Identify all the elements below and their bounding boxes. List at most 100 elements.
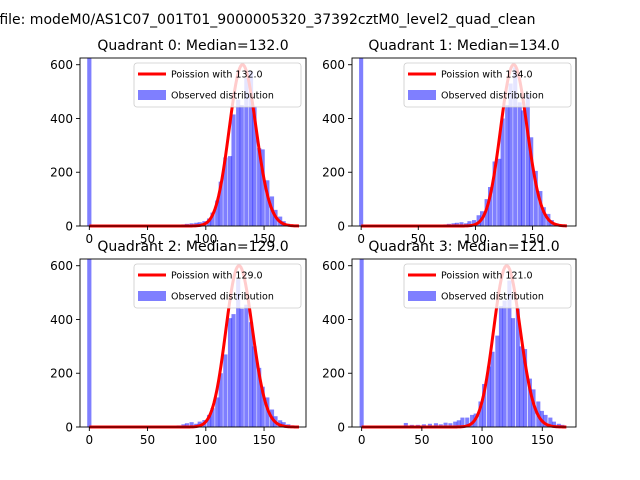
observed-bar <box>529 137 534 226</box>
y-tick-label: 400 <box>322 112 345 126</box>
y-tick-label: 600 <box>50 259 73 273</box>
observed-bar <box>443 422 448 427</box>
axes-frame <box>79 258 307 428</box>
observed-bar <box>218 373 223 427</box>
legend-observed-label: Observed distribution <box>441 91 544 102</box>
x-tick-label: 100 <box>194 232 217 246</box>
observed-bar <box>210 212 215 226</box>
observed-bar <box>257 148 262 226</box>
subplot-title: Quadrant 2: Median=129.0 <box>97 239 288 255</box>
legend-poisson-label: Poission with 129.0 <box>171 271 263 282</box>
observed-bar <box>433 423 438 427</box>
observed-bar <box>239 308 244 427</box>
x-tick-label: 50 <box>140 232 155 246</box>
observed-bar <box>507 280 512 427</box>
legend-poisson-label: Poission with 132.0 <box>171 70 263 81</box>
observed-bar <box>236 99 241 226</box>
observed-bar <box>260 386 265 427</box>
observed-bar <box>427 423 432 427</box>
observed-bar <box>482 383 487 427</box>
observed-bar <box>210 408 215 427</box>
observed-bar <box>244 304 249 427</box>
observed-bar <box>252 106 257 226</box>
subplot-title: Quadrant 0: Median=132.0 <box>97 38 288 54</box>
observed-bar <box>521 110 526 226</box>
subplot-quadrant-2: 0 50 100 150 0 200 400 600 Quadrant 2: Median=12… <box>50 239 307 447</box>
observed-bar <box>265 180 270 226</box>
y-tick-label: 400 <box>50 313 73 327</box>
y-tick-label: 0 <box>337 220 345 234</box>
observed-bar <box>184 423 190 427</box>
observed-bar <box>189 422 194 427</box>
observed-bar <box>517 102 522 226</box>
observed-bar <box>252 346 257 427</box>
observed-bar <box>248 322 254 427</box>
legend-observed-label: Observed distribution <box>441 292 544 303</box>
legend-box <box>133 62 302 108</box>
observed-bar <box>470 414 475 427</box>
observed-bar <box>495 335 500 427</box>
observed-bar <box>523 349 528 427</box>
observed-bar <box>488 187 493 226</box>
observed-bar <box>244 78 249 226</box>
observed-bar <box>223 354 228 427</box>
axes-frame <box>351 258 577 428</box>
observed-bar <box>541 207 546 226</box>
y-tick-label: 200 <box>50 367 73 381</box>
y-tick-label: 200 <box>322 166 345 180</box>
legend-observed-swatch <box>138 291 166 301</box>
observed-bar <box>497 158 502 226</box>
x-tick-label: 0 <box>85 433 93 447</box>
observed-bar <box>460 417 465 427</box>
observed-bar <box>492 161 497 226</box>
observed-bar <box>448 423 453 427</box>
observed-bar <box>248 71 254 226</box>
observed-bar <box>533 170 538 226</box>
observed-bar <box>227 156 233 226</box>
y-tick-label: 200 <box>322 367 345 381</box>
observed-bar <box>505 105 510 226</box>
x-tick-label: 50 <box>140 433 155 447</box>
observed-bar <box>403 422 408 427</box>
observed-bar <box>206 414 212 427</box>
y-tick-label: 400 <box>322 313 345 327</box>
x-tick-label: 100 <box>471 433 494 447</box>
x-tick-label: 100 <box>194 433 217 447</box>
x-tick-label: 150 <box>253 433 276 447</box>
observed-bar <box>508 83 513 226</box>
observed-bar <box>515 308 520 427</box>
legend-observed-label: Observed distribution <box>171 292 274 303</box>
observed-bar <box>510 318 516 427</box>
observed-bar <box>519 346 524 427</box>
observed-bar <box>513 67 518 227</box>
x-tick-label: 50 <box>414 433 429 447</box>
observed-bar <box>502 300 507 427</box>
observed-bar <box>359 259 364 427</box>
observed-bar <box>231 314 236 427</box>
observed-bar <box>87 259 92 427</box>
observed-bar <box>215 397 220 427</box>
y-tick-label: 400 <box>50 112 73 126</box>
x-tick-label: 50 <box>411 232 426 246</box>
observed-bar <box>239 105 244 226</box>
subplot-quadrant-3: 0 50 100 150 0 200 400 600 Quadrant 3: Median=12… <box>322 239 577 447</box>
observed-bar <box>227 318 233 427</box>
observed-bar <box>465 417 470 427</box>
observed-bar <box>551 421 557 427</box>
observed-bar <box>454 222 459 226</box>
observed-bar <box>456 420 461 427</box>
axes-frame <box>79 57 307 227</box>
legend-box <box>403 62 572 108</box>
observed-bar <box>478 401 483 427</box>
observed-bar <box>538 191 543 226</box>
y-tick-label: 600 <box>322 58 345 72</box>
x-tick-label: 0 <box>358 433 366 447</box>
legend-poisson-label: Poission with 134.0 <box>441 70 533 81</box>
observed-bar <box>459 222 464 226</box>
x-tick-label: 0 <box>357 232 365 246</box>
observed-bar <box>231 114 236 226</box>
observed-bar <box>236 279 241 427</box>
legend-box <box>403 263 572 309</box>
subplot-title: Quadrant 1: Median=134.0 <box>368 38 559 54</box>
